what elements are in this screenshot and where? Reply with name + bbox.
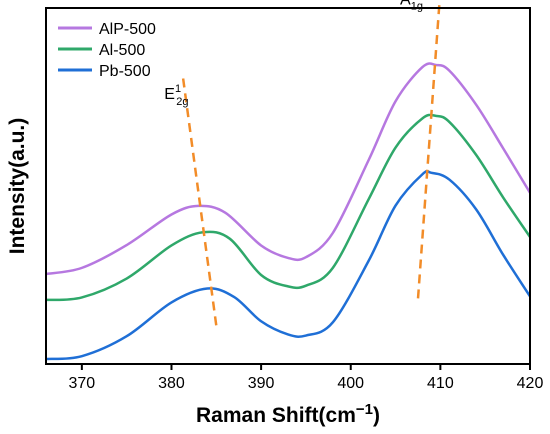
x-tick-label: 380 [158, 375, 185, 392]
x-tick-label: 370 [69, 375, 96, 392]
peak-guide-2 [416, 0, 441, 300]
x-axis-title: Raman Shift(cm−1) [196, 401, 380, 427]
x-tick-label: 400 [337, 375, 364, 392]
series-line-al-500 [45, 113, 532, 302]
x-tick-label: 410 [427, 375, 454, 392]
series-line-alp-500 [45, 62, 532, 276]
peak-guides [181, 0, 441, 326]
plot-frame [45, 7, 531, 365]
legend-label-pb-500: Pb-500 [99, 63, 151, 80]
x-tick-label: 390 [248, 375, 275, 392]
legend-label-al-500: Al-500 [99, 42, 145, 59]
legend-label-alp-500: AlP-500 [99, 21, 156, 38]
e2g-annotation: E1 2g [164, 83, 188, 108]
y-axis-title: Intensity(a.u.) [6, 118, 29, 255]
a1g-annotation: A1g [400, 0, 423, 12]
series-lines [45, 62, 532, 361]
peak-guide-1 [181, 78, 218, 326]
series-line-pb-500 [45, 169, 532, 361]
x-axis-ticks: 370 380 390 400 410 420 [69, 364, 544, 392]
x-tick-label: 420 [517, 375, 544, 392]
legend: AlP-500 Al-500 Pb-500 [58, 21, 156, 80]
